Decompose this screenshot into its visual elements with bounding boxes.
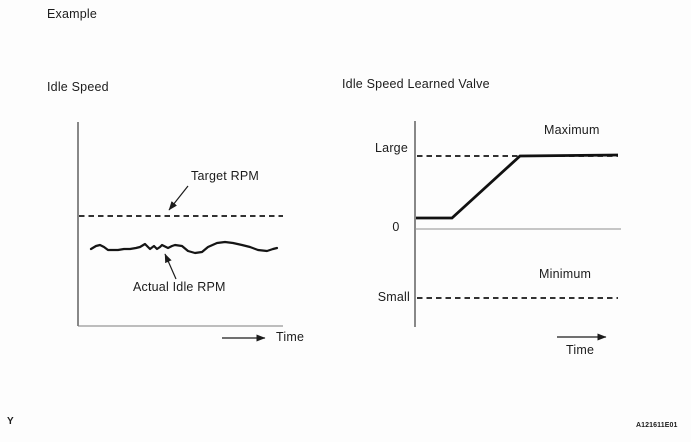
actual-rpm-pointer-arrow — [164, 253, 177, 280]
target-rpm-pointer-arrow — [168, 185, 189, 211]
learned-value-line — [416, 153, 619, 220]
example-label: Example — [47, 7, 98, 21]
target-rpm-label: Target RPM — [191, 169, 259, 183]
maximum-annotation-label: Maximum — [544, 123, 600, 137]
left-chart-title: Idle Speed — [47, 80, 109, 94]
actual-idle-rpm-line — [89, 240, 279, 255]
zero-axis-label: 0 — [392, 220, 400, 234]
right-chart-title: Idle Speed Learned Valve — [342, 77, 490, 91]
small-axis-label: Small — [377, 290, 410, 304]
figure-code: A121611E01 — [636, 422, 678, 429]
page-corner-mark: Y — [7, 416, 14, 427]
left-time-axis-label: Time — [276, 330, 305, 344]
actual-idle-rpm-label: Actual Idle RPM — [133, 280, 226, 294]
large-axis-label: Large — [375, 141, 408, 155]
right-time-axis-label: Time — [566, 343, 595, 357]
minimum-annotation-label: Minimum — [539, 267, 592, 281]
